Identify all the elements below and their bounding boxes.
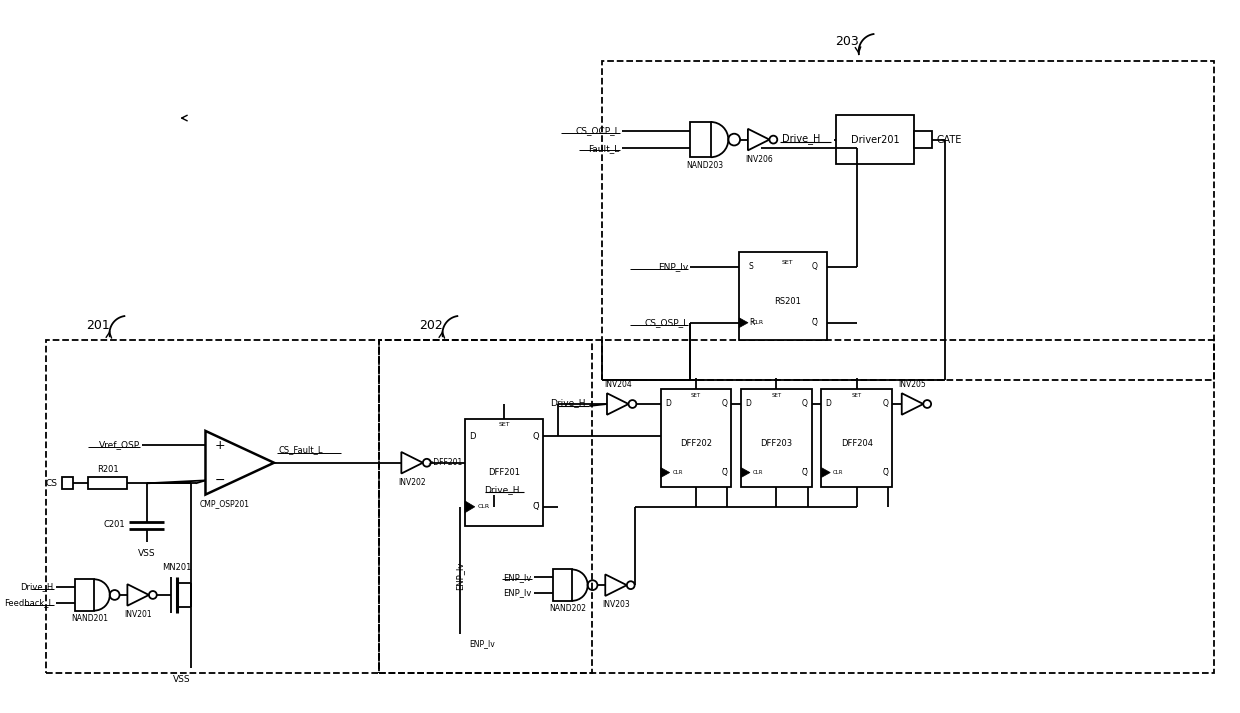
Text: Feedback_L: Feedback_L (5, 598, 53, 607)
Bar (821, 389, 892, 487)
Text: D: D (469, 432, 475, 441)
Bar (914, 130, 932, 148)
Text: Q: Q (802, 399, 807, 409)
Polygon shape (661, 468, 670, 478)
Text: CLR: CLR (753, 470, 764, 475)
Text: Driver201: Driver201 (851, 135, 899, 145)
Text: Q̅: Q̅ (722, 468, 728, 477)
Polygon shape (465, 501, 475, 513)
Text: DFF203: DFF203 (760, 438, 792, 448)
Bar (742, 389, 812, 487)
Text: ENP_lv: ENP_lv (658, 262, 688, 272)
Text: CS_Fault_L: CS_Fault_L (279, 446, 324, 454)
Text: GATE: GATE (937, 135, 962, 145)
Text: Q̅: Q̅ (533, 503, 539, 511)
Text: INV204: INV204 (604, 380, 631, 389)
Text: DFF204: DFF204 (841, 438, 873, 448)
Text: Fault_L: Fault_L (589, 144, 620, 153)
Text: Drive_H: Drive_H (549, 399, 585, 408)
Text: −: − (215, 474, 226, 487)
Text: SET: SET (771, 393, 781, 398)
Text: Drive_H: Drive_H (782, 133, 821, 144)
Text: Drive_H: Drive_H (20, 583, 53, 592)
Text: Drive_H: Drive_H (485, 485, 520, 493)
Text: Q̅: Q̅ (802, 468, 807, 477)
Bar (46, 340, 378, 673)
Polygon shape (742, 468, 750, 478)
Text: D: D (826, 399, 831, 409)
Bar (88, 478, 128, 489)
Text: Vref_OSP: Vref_OSP (99, 441, 140, 450)
Text: INV203: INV203 (603, 600, 630, 609)
Text: R: R (749, 318, 754, 327)
Bar (62, 478, 73, 489)
Text: Q: Q (722, 399, 728, 409)
Text: MN201: MN201 (161, 563, 191, 572)
Text: CLR: CLR (477, 504, 490, 509)
Text: 203: 203 (835, 35, 859, 48)
Text: NAND201: NAND201 (72, 614, 108, 623)
Text: Q: Q (533, 432, 539, 441)
Text: Q: Q (882, 399, 888, 409)
Text: S: S (749, 262, 754, 272)
Bar (553, 570, 572, 601)
Text: CLR: CLR (751, 320, 764, 325)
Text: 202: 202 (419, 319, 443, 332)
Text: SET: SET (498, 422, 510, 427)
Polygon shape (739, 318, 748, 327)
Text: R201: R201 (97, 465, 118, 474)
Text: CS_OSP_L: CS_OSP_L (644, 318, 688, 327)
Text: INV202: INV202 (398, 478, 425, 487)
Text: CLR: CLR (833, 470, 843, 475)
Text: INV206: INV206 (745, 155, 773, 164)
Bar (603, 61, 1214, 379)
Bar (691, 122, 711, 158)
Text: C201: C201 (104, 520, 125, 529)
Text: ENP_lv: ENP_lv (503, 588, 532, 597)
Text: Q: Q (812, 262, 817, 272)
Text: ENP_lv: ENP_lv (455, 561, 465, 590)
Text: INV201: INV201 (124, 610, 153, 619)
Text: CS: CS (46, 479, 57, 488)
Text: NAND203: NAND203 (687, 160, 724, 170)
Text: SET: SET (782, 260, 794, 265)
Text: RS201: RS201 (774, 297, 801, 306)
Polygon shape (821, 468, 831, 478)
Text: Q̅: Q̅ (812, 318, 817, 327)
Text: ENP_lv: ENP_lv (469, 640, 495, 648)
Bar (465, 419, 543, 526)
Text: Q̅: Q̅ (882, 468, 888, 477)
Text: VSS: VSS (172, 674, 190, 684)
Bar (378, 340, 593, 673)
Text: 201: 201 (86, 319, 109, 332)
Bar (661, 389, 732, 487)
Text: ENP_lv: ENP_lv (503, 573, 532, 582)
Bar (739, 252, 827, 340)
Text: D: D (665, 399, 671, 409)
Bar (836, 115, 914, 164)
Text: CMP_OSP201: CMP_OSP201 (200, 499, 250, 508)
Text: INV205: INV205 (899, 380, 926, 389)
Bar (378, 340, 1214, 673)
Text: D: D (745, 399, 751, 409)
Text: >DFF201: >DFF201 (427, 458, 463, 467)
Text: SET: SET (852, 393, 862, 398)
Bar (76, 579, 94, 610)
Text: DFF202: DFF202 (680, 438, 712, 448)
Text: DFF201: DFF201 (489, 468, 520, 477)
Text: VSS: VSS (138, 549, 155, 558)
Text: SET: SET (691, 393, 701, 398)
Text: +: + (215, 438, 226, 451)
Text: CLR: CLR (672, 470, 683, 475)
Text: NAND202: NAND202 (549, 604, 587, 613)
Text: CS_OCP_L: CS_OCP_L (575, 126, 620, 135)
